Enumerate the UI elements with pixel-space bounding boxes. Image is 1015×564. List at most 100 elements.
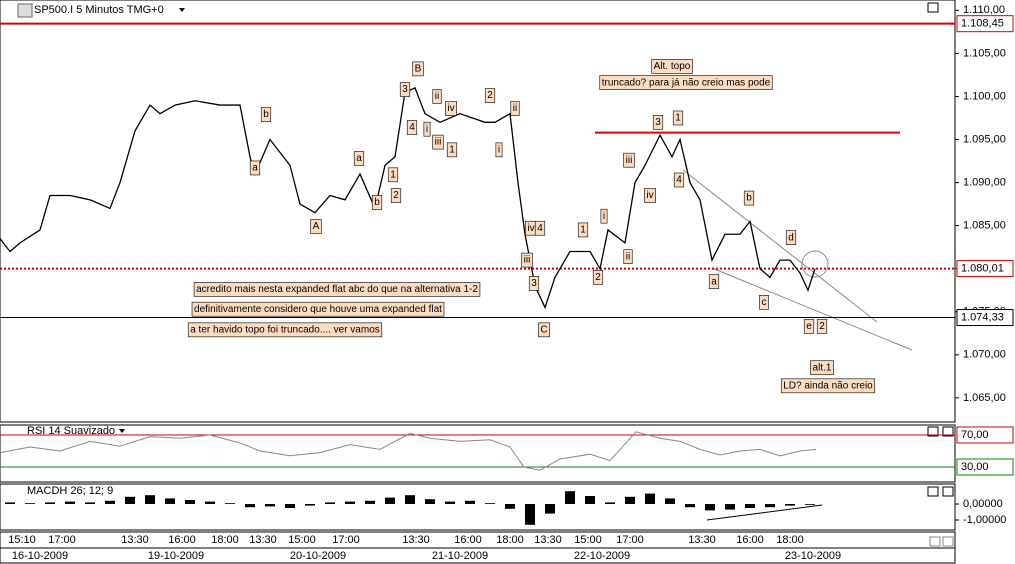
- annotation: a: [249, 160, 261, 176]
- level-label: 1.074,33: [961, 311, 1004, 323]
- annotation-box: [432, 89, 442, 104]
- price-frame: [0, 0, 956, 423]
- annotation: 4: [534, 220, 546, 236]
- annotation-text: d: [788, 232, 794, 243]
- annotation-box: [803, 319, 815, 334]
- annotation-text: e: [806, 321, 812, 332]
- annotation: acredito mais nesta expanded flat abc do…: [193, 282, 481, 297]
- y-tick-label: 1.095,00: [963, 133, 1006, 145]
- histogram-bar: [745, 504, 755, 508]
- histogram-bar: [505, 504, 515, 509]
- level-label: 1.080,01: [961, 263, 1004, 275]
- annotation: a ter havido topo foi truncado.... ver v…: [187, 322, 383, 338]
- annotation-box: [390, 188, 402, 203]
- annotation: 2: [816, 319, 828, 334]
- annotation: a: [708, 274, 720, 289]
- annotation-box: [810, 360, 834, 376]
- maximize-button[interactable]: [927, 486, 939, 497]
- level-tag-box: [956, 458, 1014, 476]
- maximize-button[interactable]: [927, 426, 939, 437]
- annotation-box: [785, 230, 797, 245]
- maximize-button[interactable]: [927, 2, 939, 13]
- annotation-text: ii: [626, 251, 630, 262]
- annotation-text: b: [263, 109, 269, 120]
- y-tick-label: 1.065,00: [963, 392, 1006, 404]
- y-tick-label: 1.105,00: [963, 47, 1006, 59]
- annotation: iii: [521, 252, 533, 268]
- annotation: c: [759, 294, 769, 310]
- annotation-text: 4: [537, 223, 543, 234]
- annotation-text: iv: [646, 190, 653, 201]
- annotation-text: 1: [675, 113, 681, 124]
- annotation-box: [446, 142, 458, 158]
- annotation-box: [816, 319, 828, 334]
- annotation-text: 1: [580, 225, 586, 236]
- annotation: 1: [577, 222, 589, 238]
- annotation-text: 1: [390, 169, 396, 180]
- annotation-text: i: [498, 144, 500, 155]
- annotation-box: [759, 294, 769, 310]
- annotation: b: [371, 195, 383, 210]
- annotation: 1: [387, 167, 399, 183]
- histogram-bar: [525, 504, 535, 525]
- annotation-box: [672, 110, 684, 126]
- histogram-bar: [245, 504, 255, 508]
- annotation: C: [538, 322, 550, 338]
- annotation-text: 4: [409, 122, 415, 133]
- close-button[interactable]: [942, 426, 954, 437]
- annotation-box: [249, 160, 261, 176]
- annotation-box: [623, 249, 633, 264]
- level-label: 30,00: [961, 461, 989, 473]
- annotation-text: alt.1: [813, 362, 832, 373]
- annotation: b: [260, 107, 272, 122]
- annotation: 3: [652, 114, 664, 130]
- annotation-box: [528, 276, 540, 291]
- annotation: i: [423, 121, 431, 137]
- annotation: B: [412, 61, 424, 77]
- annotation-text: b: [374, 197, 380, 208]
- y-tick-label: 1.110,00: [963, 4, 1005, 16]
- date-label: 16-10-2009: [12, 550, 68, 562]
- scroll-button[interactable]: [942, 536, 954, 547]
- close-button[interactable]: [942, 486, 954, 497]
- annotation: ii: [510, 101, 520, 116]
- annotation-box: [193, 282, 481, 297]
- histogram-bar: [585, 496, 595, 504]
- dropdown-arrow[interactable]: [179, 8, 185, 12]
- x-tick-label: 13:30: [121, 534, 149, 546]
- annotation: e: [803, 319, 815, 334]
- annotation-text: 2: [393, 190, 399, 201]
- annotation-box: [521, 252, 533, 268]
- annotation-text: A: [313, 221, 320, 232]
- histogram-bar: [105, 500, 115, 504]
- annotation: 4: [406, 120, 418, 135]
- x-tick-label: 16:00: [454, 534, 482, 546]
- annotation-box: [187, 322, 383, 338]
- histogram-bar: [125, 496, 135, 504]
- date-label: 23-10-2009: [785, 550, 841, 562]
- annotation: iii: [432, 134, 444, 150]
- annotation-text: a ter havido topo foi truncado.... ver v…: [190, 324, 380, 335]
- y-tick-label: 0,00000: [963, 498, 1003, 510]
- annotation: 3: [528, 276, 540, 291]
- symbol-icon[interactable]: [17, 3, 33, 18]
- histogram-bar: [45, 502, 55, 504]
- histogram-bar: [545, 504, 555, 514]
- annotation-text: a: [356, 153, 362, 164]
- dropdown-arrow[interactable]: [119, 429, 125, 433]
- histogram-bar: [185, 500, 195, 504]
- x-tick-label: 17:00: [48, 534, 76, 546]
- annotation: iv: [644, 188, 656, 203]
- annotation: definitivamente considero que houve uma …: [191, 301, 445, 317]
- annotation-box: [495, 142, 503, 158]
- annotation-text: ii: [513, 103, 517, 114]
- histogram-bar: [705, 504, 715, 511]
- level-tag: 1.074,33: [956, 309, 1014, 327]
- scroll-button[interactable]: [929, 536, 941, 547]
- macd-frame: [0, 483, 956, 531]
- y-tick-label: 1.070,00: [963, 349, 1006, 361]
- level-tag-box: [956, 426, 1014, 444]
- annotation: truncado? para já não creio mas pode: [599, 75, 773, 90]
- x-tick-label: 15:00: [288, 534, 316, 546]
